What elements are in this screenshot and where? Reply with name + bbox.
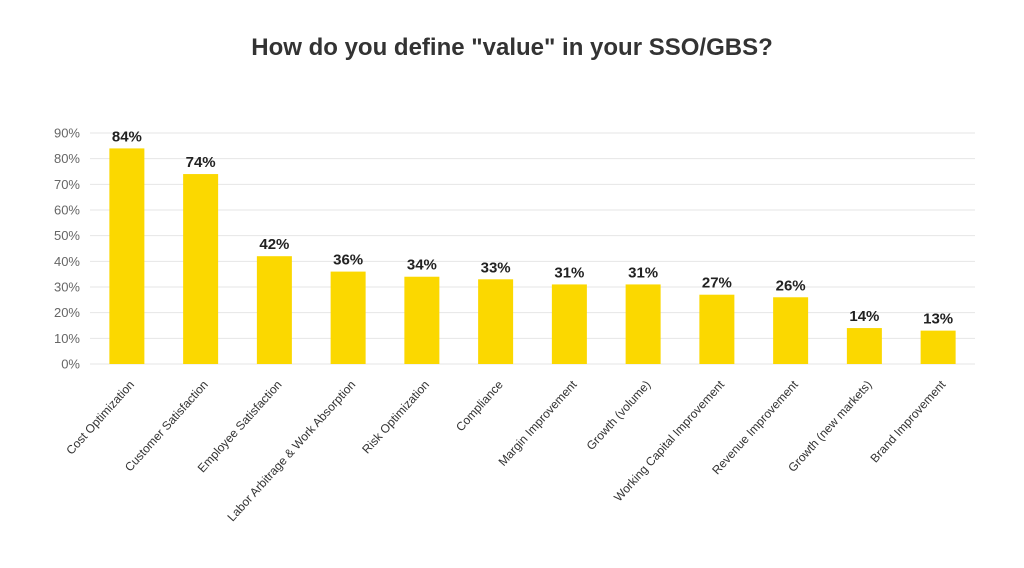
bar — [846, 328, 882, 364]
x-category-label: Growth (new markets) — [785, 378, 874, 475]
bar — [773, 297, 809, 364]
y-tick-label: 10% — [54, 331, 80, 346]
y-axis-ticks: 0% 10% 20% 30% 40% 50% 60% 70% 80% 90% — [54, 126, 80, 372]
y-tick-label: 70% — [54, 177, 80, 192]
data-label: 74% — [186, 154, 216, 171]
data-label: 13% — [923, 311, 953, 328]
x-category-label: Employee Satisfaction — [195, 378, 285, 476]
y-tick-label: 50% — [54, 228, 80, 243]
y-tick-label: 40% — [54, 254, 80, 269]
y-tick-label: 80% — [54, 151, 80, 166]
y-tick-label: 30% — [54, 280, 80, 295]
x-category-label: Growth (volume) — [584, 378, 654, 453]
y-tick-label: 60% — [54, 203, 80, 218]
x-category-label: Margin Improvement — [496, 377, 580, 469]
bar — [183, 174, 219, 364]
bar — [551, 284, 587, 364]
chart-title: How do you define "value" in your SSO/GB… — [251, 34, 773, 61]
bar — [404, 276, 440, 364]
y-tick-label: 90% — [54, 126, 80, 141]
x-category-label: Cost Optimization — [63, 378, 137, 458]
x-category-label: Labor Arbitrage & Work Absorption — [224, 378, 358, 525]
bar — [625, 284, 661, 364]
data-label: 36% — [333, 252, 363, 269]
bar — [109, 148, 145, 364]
data-label: 34% — [407, 257, 437, 274]
data-label: 31% — [628, 264, 658, 281]
y-tick-label: 20% — [54, 305, 80, 320]
bar — [920, 330, 956, 364]
x-category-label: Brand Improvement — [867, 377, 948, 465]
bar — [256, 256, 292, 364]
bars — [109, 148, 956, 364]
bar — [330, 271, 366, 364]
x-category-label: Compliance — [453, 377, 506, 434]
data-label: 42% — [259, 236, 289, 253]
data-label: 14% — [849, 308, 879, 325]
bar — [699, 294, 735, 364]
data-label: 31% — [554, 264, 584, 281]
y-tick-label: 0% — [61, 357, 80, 372]
data-label: 26% — [776, 277, 806, 294]
data-label: 33% — [481, 259, 511, 276]
bar — [478, 279, 514, 364]
x-category-label: Risk Optimization — [359, 378, 432, 457]
gridlines — [90, 132, 975, 365]
data-label: 84% — [112, 128, 142, 145]
x-category-label: Customer Satisfaction — [122, 378, 211, 475]
data-labels: 84% 74% 42% 36% 34% 33% 31% 31% 27% 26% 14% 13% — [112, 128, 953, 327]
data-label: 27% — [702, 275, 732, 292]
